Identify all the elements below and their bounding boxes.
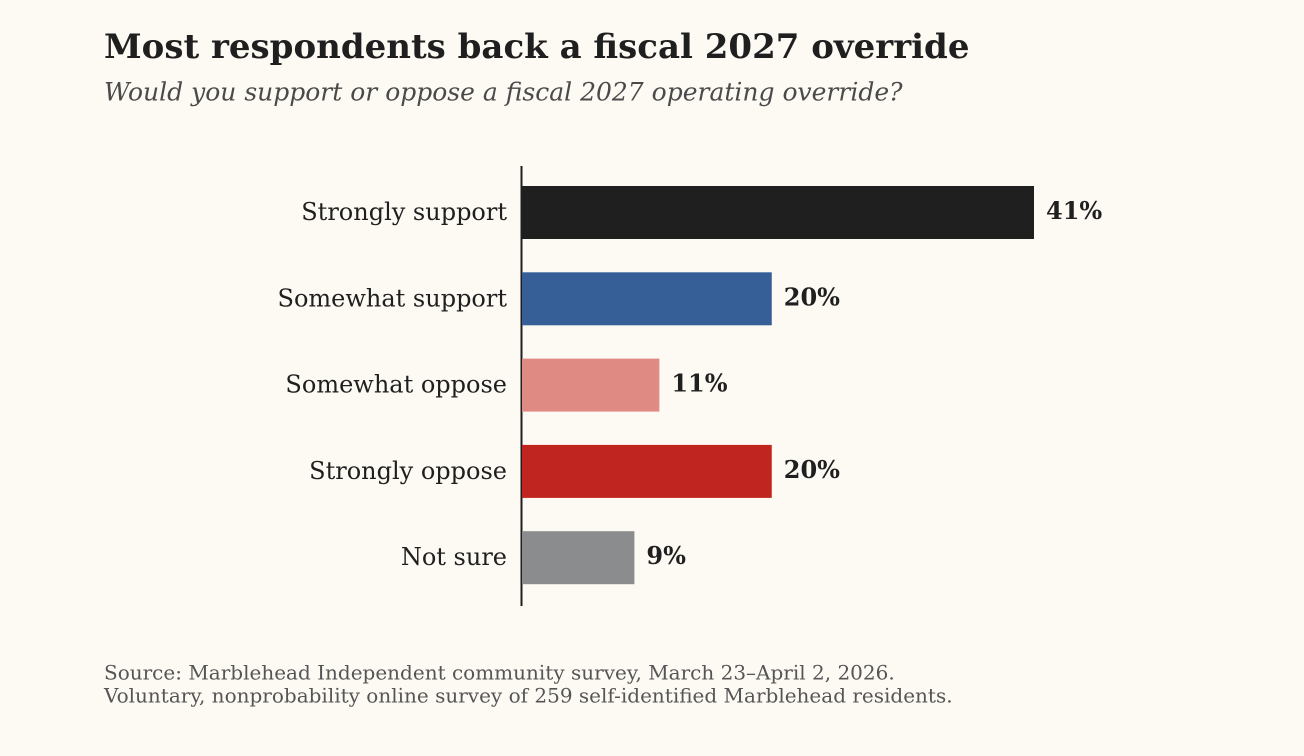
category-label: Somewhat support [278, 284, 508, 312]
category-label: Strongly support [301, 198, 507, 226]
source-note: Source: Marblehead Independent community… [104, 661, 895, 685]
value-label: 11% [671, 369, 727, 398]
value-label: 20% [784, 455, 840, 484]
bar [522, 531, 635, 585]
bar [522, 186, 1034, 239]
category-label: Not sure [401, 543, 507, 571]
value-label: 20% [784, 282, 840, 311]
category-label: Strongly oppose [309, 457, 507, 485]
value-label: 41% [1046, 196, 1102, 225]
bar [522, 272, 772, 326]
category-label: Somewhat oppose [285, 371, 507, 399]
chart-title: Most respondents back a fiscal 2027 over… [104, 27, 969, 67]
bar [522, 358, 660, 412]
chart-subtitle: Would you support or oppose a fiscal 202… [104, 78, 903, 107]
method-note: Voluntary, nonprobability online survey … [103, 684, 953, 708]
bar [522, 444, 772, 498]
value-label: 9% [646, 541, 686, 570]
